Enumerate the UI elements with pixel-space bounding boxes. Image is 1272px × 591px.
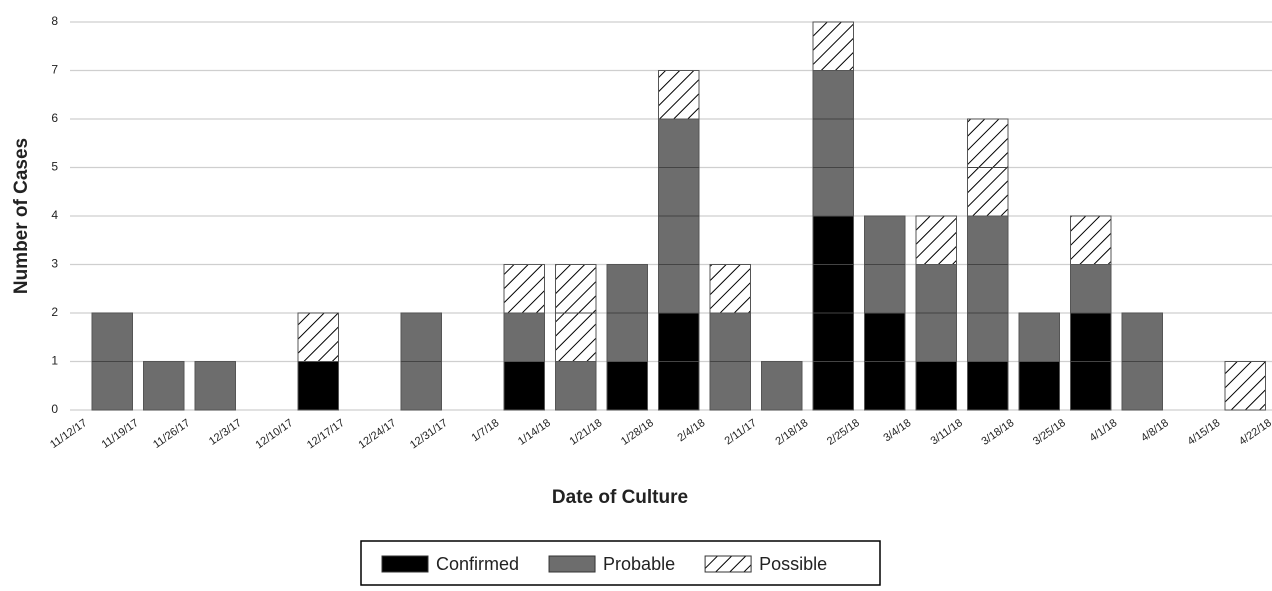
y-tick-label: 5 <box>51 160 58 174</box>
bar-segment <box>606 361 648 411</box>
bar-segment <box>1018 312 1060 362</box>
x-tick-label: 4/15/18 <box>1185 417 1222 448</box>
x-tick-label: 4/1/18 <box>1087 417 1119 444</box>
bar-segment <box>709 264 751 314</box>
bar-segment <box>812 21 854 71</box>
x-tick-label: 12/17/17 <box>305 417 347 451</box>
y-tick-label: 7 <box>51 63 58 77</box>
y-tick-label: 8 <box>51 14 58 28</box>
x-axis-label: Date of Culture <box>552 487 688 508</box>
x-tick-label: 12/3/17 <box>207 417 244 448</box>
y-tick-label: 1 <box>51 354 58 368</box>
x-tick-label: 4/8/18 <box>1139 417 1171 444</box>
x-tick-label: 1/7/18 <box>469 417 501 444</box>
x-tick-label: 2/4/18 <box>675 417 707 444</box>
bar-segment <box>143 361 185 411</box>
x-tick-label: 3/25/18 <box>1031 417 1068 448</box>
y-tick-label: 2 <box>51 305 58 319</box>
x-tick-label: 11/19/17 <box>100 417 141 451</box>
x-tick-label: 12/24/17 <box>356 417 398 451</box>
bar-segment <box>503 361 545 411</box>
x-tick-label: 1/21/18 <box>567 417 604 448</box>
x-tick-label: 2/11/17 <box>723 417 759 447</box>
bar-segment <box>915 215 957 265</box>
bar-segment <box>555 361 597 411</box>
y-axis-label: Number of Cases <box>11 138 32 294</box>
legend-swatch <box>381 555 429 573</box>
y-tick-label: 3 <box>51 257 58 271</box>
legend-swatch <box>548 555 596 573</box>
x-tick-label: 12/31/17 <box>408 417 450 451</box>
x-tick-label: 2/18/18 <box>773 417 810 448</box>
legend-label: Probable <box>603 554 675 574</box>
bar-segment <box>1018 361 1060 411</box>
x-tick-label: 3/18/18 <box>979 417 1016 448</box>
legend-box <box>360 540 881 586</box>
x-tick-label: 4/22/18 <box>1237 417 1272 448</box>
bar-segment <box>297 361 339 411</box>
legend-swatch <box>704 555 752 573</box>
bar-segment <box>1070 215 1112 265</box>
bar-segment <box>812 70 854 217</box>
bar-segment <box>915 361 957 411</box>
legend-label: Possible <box>759 554 827 574</box>
bar-segment <box>967 361 1009 411</box>
x-tick-label: 3/4/18 <box>881 417 913 444</box>
bar-segment <box>1224 361 1266 411</box>
x-tick-label: 1/14/18 <box>516 417 553 448</box>
x-tick-label: 3/11/18 <box>929 417 965 447</box>
bar-segment <box>658 70 700 120</box>
x-tick-label: 2/25/18 <box>825 417 862 448</box>
bar-segment <box>297 312 339 362</box>
x-tick-label: 11/26/17 <box>151 417 192 451</box>
legend-label: Confirmed <box>436 554 519 574</box>
bar-segment <box>503 312 545 362</box>
x-tick-label: 11/12/17 <box>48 417 89 451</box>
bar-segment <box>761 361 803 411</box>
y-tick-label: 6 <box>51 111 58 125</box>
x-tick-label: 1/28/18 <box>619 417 656 448</box>
bar-segment <box>1070 264 1112 314</box>
bar-segment <box>967 215 1009 362</box>
bar-segment <box>194 361 236 411</box>
bar-segment <box>503 264 545 314</box>
x-tick-label: 12/10/17 <box>253 417 295 451</box>
y-tick-label: 0 <box>51 402 58 416</box>
y-tick-label: 4 <box>51 208 58 222</box>
